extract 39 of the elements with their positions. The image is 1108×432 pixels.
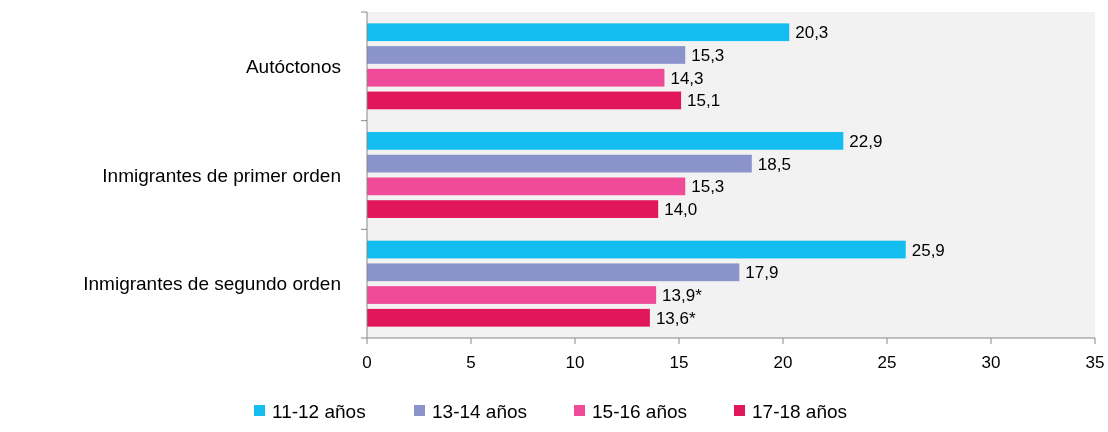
x-tick-label: 30	[981, 353, 1001, 372]
bar	[367, 240, 906, 259]
bar	[367, 177, 686, 196]
data-label: 13,9*	[662, 285, 703, 305]
x-tick-label: 10	[565, 353, 585, 372]
data-label: 25,9	[911, 240, 945, 260]
bar	[367, 308, 650, 327]
bar	[367, 263, 740, 282]
data-label: 15,1	[687, 91, 721, 111]
x-tick-label: 15	[669, 353, 689, 372]
legend-label: 13-14 años	[432, 400, 528, 422]
y-tick-label: Inmigrantes de segundo orden	[83, 273, 341, 295]
bar	[367, 154, 752, 173]
data-label: 14,0	[664, 200, 698, 220]
data-label: 14,3	[670, 68, 704, 88]
bar	[367, 46, 686, 64]
x-tick-label: 35	[1085, 353, 1105, 372]
bar	[367, 68, 665, 87]
y-tick-label: Autóctonos	[245, 55, 341, 77]
data-label: 20,3	[795, 23, 829, 43]
data-label: 15,3	[691, 177, 725, 197]
bar	[367, 91, 682, 110]
y-tick-label: Inmigrantes de primer orden	[102, 164, 341, 186]
legend-label: 11-12 años	[272, 400, 366, 422]
data-label: 17,9	[745, 263, 779, 283]
data-label: 13,6*	[655, 308, 696, 328]
x-tick-label: 5	[466, 353, 476, 372]
legend-label: 17-18 años	[752, 400, 848, 422]
data-label: 15,3	[691, 45, 725, 65]
bar	[367, 132, 844, 150]
bar	[367, 23, 790, 42]
x-tick-label: 25	[877, 353, 897, 372]
x-tick-label: 0	[362, 353, 372, 372]
data-label: 22,9	[849, 131, 883, 151]
bar	[367, 200, 659, 218]
bar	[367, 286, 657, 304]
legend-label: 15-16 años	[592, 400, 688, 422]
data-label: 18,5	[757, 154, 791, 174]
x-tick-label: 20	[773, 353, 793, 372]
